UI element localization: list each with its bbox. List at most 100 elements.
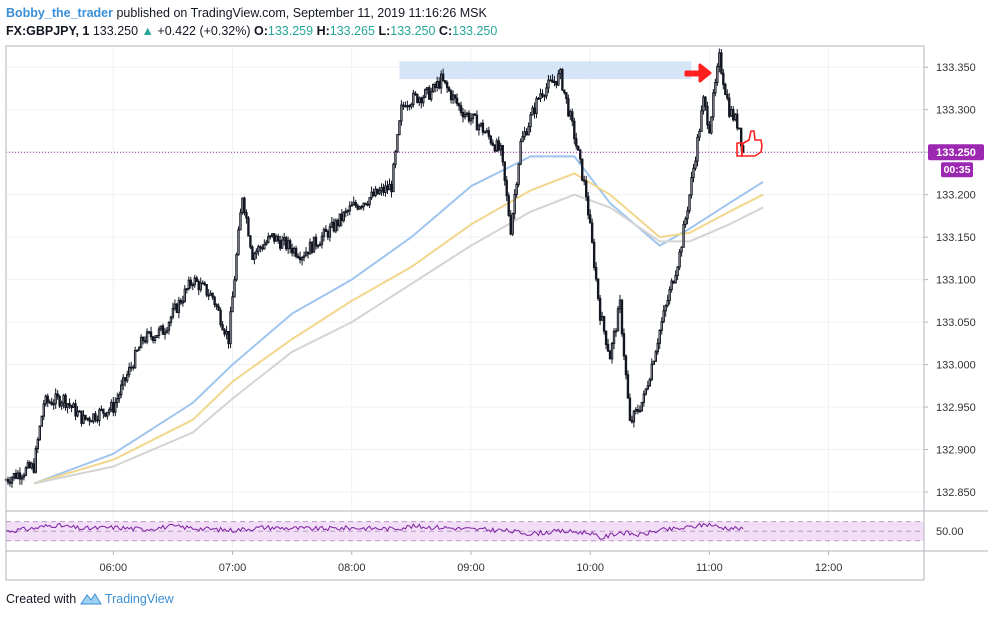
candle-42[interactable] <box>88 416 91 426</box>
candle-233[interactable] <box>467 110 471 124</box>
candle-176[interactable] <box>354 199 357 208</box>
candle-71[interactable] <box>145 328 149 345</box>
candle-331[interactable] <box>662 305 665 324</box>
candle-273[interactable] <box>547 74 550 94</box>
candle-47[interactable] <box>98 407 101 427</box>
candle-30[interactable] <box>64 393 67 411</box>
candle-188[interactable] <box>378 186 381 195</box>
candle-217[interactable] <box>435 76 439 92</box>
price-axis[interactable]: 133.350 133.300 133.250 133.200 133.150 133.1… <box>924 62 976 538</box>
candle-319[interactable] <box>638 405 642 413</box>
candle-38[interactable] <box>80 410 83 427</box>
candle-167[interactable] <box>336 218 340 232</box>
price-candles[interactable] <box>4 48 745 488</box>
time-axis[interactable]: 06:00 07:00 08:00 09:00 10:00 11:00 12:00 <box>100 551 843 574</box>
candle-59[interactable] <box>122 373 125 390</box>
candle-170[interactable] <box>342 211 345 223</box>
candle-264[interactable] <box>529 112 532 133</box>
candle-17[interactable] <box>38 425 41 441</box>
candle-277[interactable] <box>555 80 558 89</box>
candle-35[interactable] <box>74 399 77 421</box>
candle-26[interactable] <box>56 390 59 400</box>
candle-49[interactable] <box>102 408 105 419</box>
candle-145[interactable] <box>292 246 296 257</box>
candle-103[interactable] <box>209 290 212 296</box>
candle-63[interactable] <box>129 361 133 372</box>
candle-126[interactable] <box>255 248 258 259</box>
candle-198[interactable] <box>398 120 401 136</box>
candle-154[interactable] <box>310 241 314 254</box>
candle-257[interactable] <box>515 181 518 198</box>
candle-301[interactable] <box>602 315 606 335</box>
candle-143[interactable] <box>288 238 292 254</box>
candle-120[interactable] <box>243 196 246 216</box>
candle-107[interactable] <box>217 303 220 311</box>
candle-161[interactable] <box>324 225 328 232</box>
candle-288[interactable] <box>577 145 580 151</box>
candle-68[interactable] <box>139 334 143 349</box>
candle-189[interactable] <box>380 183 383 196</box>
candle-312[interactable] <box>624 354 628 380</box>
candle-346[interactable] <box>692 163 695 183</box>
candle-259[interactable] <box>519 138 522 166</box>
candle-260[interactable] <box>521 131 524 143</box>
candle-20[interactable] <box>44 394 47 407</box>
candle-367[interactable] <box>734 113 737 122</box>
candle-98[interactable] <box>199 277 202 293</box>
candle-13[interactable] <box>30 461 34 470</box>
candle-194[interactable] <box>390 180 393 198</box>
candle-329[interactable] <box>658 329 661 349</box>
candle-211[interactable] <box>424 88 427 99</box>
candle-67[interactable] <box>137 345 141 351</box>
candle-212[interactable] <box>426 87 429 95</box>
candle-276[interactable] <box>553 75 556 87</box>
candle-31[interactable] <box>66 403 69 414</box>
candle-227[interactable] <box>455 93 459 107</box>
candle-175[interactable] <box>352 196 355 206</box>
candle-110[interactable] <box>223 328 226 337</box>
candle-174[interactable] <box>350 201 353 207</box>
resistance-zone[interactable] <box>399 61 692 80</box>
candle-25[interactable] <box>54 388 57 409</box>
candle-187[interactable] <box>376 188 379 195</box>
candle-135[interactable] <box>273 233 276 244</box>
candle-283[interactable] <box>567 94 570 118</box>
candle-246[interactable] <box>493 144 497 153</box>
candle-87[interactable] <box>177 296 181 319</box>
candle-218[interactable] <box>437 77 441 90</box>
candle-325[interactable] <box>650 358 653 382</box>
candle-57[interactable] <box>118 391 121 403</box>
candle-50[interactable] <box>104 412 107 418</box>
candle-119[interactable] <box>241 197 244 215</box>
candle-77[interactable] <box>157 326 161 339</box>
candle-197[interactable] <box>396 134 399 153</box>
candle-310[interactable] <box>620 298 624 337</box>
candle-158[interactable] <box>318 241 322 247</box>
candle-134[interactable] <box>271 233 274 239</box>
candle-54[interactable] <box>112 397 115 417</box>
candle-105[interactable] <box>213 295 216 308</box>
candle-286[interactable] <box>573 117 576 145</box>
candle-368[interactable] <box>736 109 739 131</box>
candle-223[interactable] <box>447 86 451 92</box>
candle-245[interactable] <box>491 139 495 147</box>
candle-21[interactable] <box>46 393 49 408</box>
candle-224[interactable] <box>449 89 453 104</box>
candle-114[interactable] <box>231 291 234 313</box>
candle-219[interactable] <box>439 70 443 94</box>
candle-72[interactable] <box>147 330 151 335</box>
candle-109[interactable] <box>221 320 224 331</box>
candle-352[interactable] <box>704 96 707 111</box>
candle-129[interactable] <box>261 244 264 252</box>
candle-172[interactable] <box>346 209 349 216</box>
candle-113[interactable] <box>229 306 232 349</box>
candle-321[interactable] <box>642 390 646 407</box>
candle-229[interactable] <box>459 101 463 116</box>
candle-357[interactable] <box>714 78 717 97</box>
candle-12[interactable] <box>28 460 32 469</box>
candle-234[interactable] <box>469 113 473 126</box>
candle-228[interactable] <box>457 102 461 111</box>
candle-186[interactable] <box>374 185 377 198</box>
candle-356[interactable] <box>712 89 715 121</box>
candle-149[interactable] <box>300 256 304 266</box>
